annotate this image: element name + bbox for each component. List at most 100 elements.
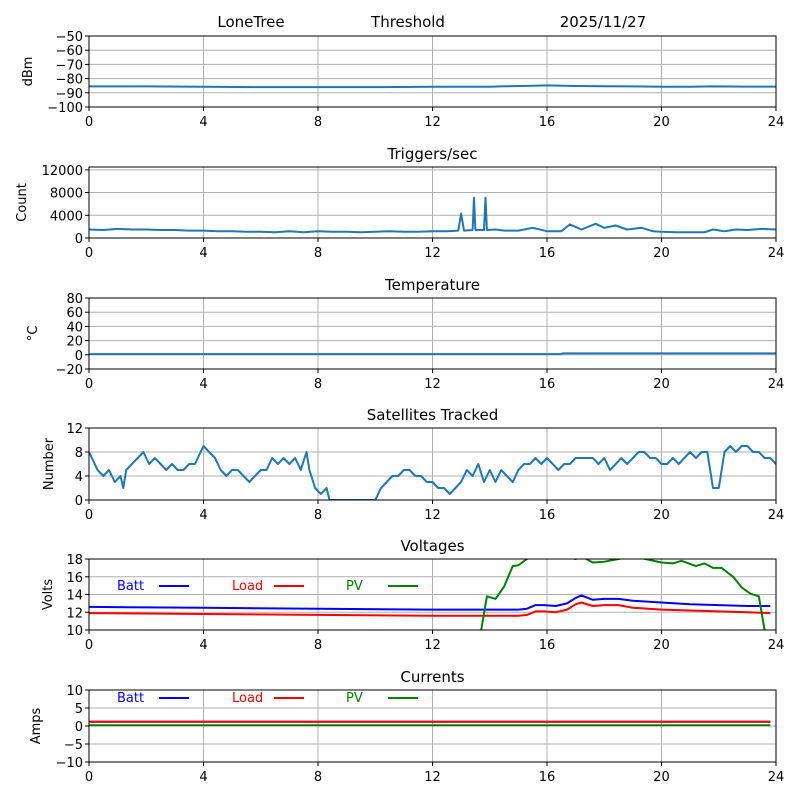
x-tick-label: 4 (199, 508, 207, 523)
series-group (89, 445, 776, 500)
y-tick-label: 0 (75, 232, 83, 247)
x-tick-label: 16 (539, 638, 556, 653)
panel-title: Temperature (384, 276, 480, 294)
panel-title: Satellites Tracked (367, 406, 498, 424)
legend-label-batt: Batt (117, 691, 144, 706)
panel-triggers: 0 4 8 12 16 20 24 0 4000 8000 12000 Triggers/sec Cou… (15, 145, 784, 261)
y-tick-label: 60 (66, 306, 83, 321)
station-title: LoneTree (217, 13, 284, 31)
legend-label-batt: Batt (117, 579, 144, 594)
y-tick-label: 16 (66, 571, 83, 586)
panel-title: Triggers/sec (387, 145, 478, 163)
x-tick-label: 0 (85, 377, 93, 392)
x-tick-label: 12 (424, 115, 441, 130)
legend-label-pv: PV (346, 579, 363, 594)
y-tick-label: 12000 (42, 164, 83, 179)
x-tick-label: 4 (199, 770, 207, 785)
y-tick-label: −70 (56, 58, 83, 73)
series-group (89, 196, 776, 234)
y-tick-label: −100 (47, 101, 83, 116)
x-tick-label: 16 (539, 246, 556, 261)
y-axis-label: Count (15, 183, 30, 222)
panel-title: Voltages (400, 537, 464, 555)
y-tick-label: −5 (64, 738, 83, 753)
x-tick-label: 20 (653, 770, 670, 785)
y-tick-label: −10 (56, 756, 83, 771)
y-tick-label: 0 (75, 349, 83, 364)
x-tick-label: 20 (653, 246, 670, 261)
series-line-satellites (89, 445, 776, 500)
x-tick-label: 0 (85, 770, 93, 785)
x-tick-label: 8 (314, 508, 322, 523)
y-tick-label: 5 (75, 702, 83, 717)
y-tick-label: 4 (75, 470, 83, 485)
x-tick-label: 4 (199, 377, 207, 392)
y-tick-label: −90 (56, 87, 83, 102)
x-tick-label: 24 (768, 377, 785, 392)
x-tick-label: 0 (85, 508, 93, 523)
legend-label-pv: PV (346, 691, 363, 706)
y-tick-label: 0 (75, 720, 83, 735)
y-tick-label: −80 (56, 73, 83, 88)
panel-satellites: 0 4 8 12 16 20 24 0 4 8 12 Satellites Tracked Number (42, 406, 784, 523)
series-line-batt (89, 594, 771, 611)
x-tick-label: 8 (314, 246, 322, 261)
date-title: 2025/11/27 (560, 13, 646, 31)
x-tick-label: 4 (199, 115, 207, 130)
x-tick-label: 24 (768, 115, 785, 130)
x-tick-label: 20 (653, 115, 670, 130)
y-axis-label: °C (26, 326, 41, 342)
y-axis-label: Amps (29, 707, 44, 744)
x-tick-label: 20 (653, 377, 670, 392)
x-tick-label: 8 (314, 377, 322, 392)
y-tick-label: 80 (66, 292, 83, 307)
series-line-signal (89, 84, 776, 89)
x-tick-label: 4 (199, 638, 207, 653)
y-tick-label: 8000 (50, 187, 83, 202)
series-group (89, 559, 771, 630)
series-line-triggers (89, 196, 776, 234)
y-tick-label: −60 (56, 44, 83, 59)
x-tick-label: 12 (424, 770, 441, 785)
y-axis-label: Number (42, 437, 57, 490)
series-line-temperature (89, 352, 776, 356)
x-tick-label: 24 (768, 638, 785, 653)
x-tick-label: 24 (768, 246, 785, 261)
y-tick-label: 20 (66, 335, 83, 350)
x-tick-label: 16 (539, 770, 556, 785)
x-tick-label: 4 (199, 246, 207, 261)
series-line-load (89, 601, 771, 617)
y-tick-label: 14 (66, 589, 83, 604)
panel-currents: 0 4 8 12 16 20 24 −10 −5 0 5 10 Currents Amps Batt Load… (29, 668, 784, 785)
x-tick-label: 16 (539, 377, 556, 392)
x-tick-label: 0 (85, 246, 93, 261)
x-tick-label: 20 (653, 508, 670, 523)
x-tick-label: 24 (768, 770, 785, 785)
x-tick-label: 12 (424, 638, 441, 653)
y-axis-label: dBm (21, 57, 36, 87)
x-tick-label: 16 (539, 115, 556, 130)
y-tick-label: 10 (66, 624, 83, 639)
y-tick-label: 18 (66, 553, 83, 568)
y-tick-label: 4000 (50, 209, 83, 224)
y-tick-label: 40 (66, 320, 83, 335)
x-tick-label: 20 (653, 638, 670, 653)
y-tick-label: 0 (75, 494, 83, 509)
x-tick-label: 24 (768, 508, 785, 523)
y-tick-label: 10 (66, 684, 83, 699)
x-tick-label: 8 (314, 115, 322, 130)
series-group (89, 720, 771, 727)
x-tick-label: 8 (314, 770, 322, 785)
mode-title: Threshold (370, 13, 445, 31)
panel-voltages: 0 4 8 12 16 20 24 10 12 14 16 18 Voltages Volts Batt Lo… (41, 537, 784, 653)
y-tick-label: −50 (56, 30, 83, 45)
legend-label-load: Load (232, 691, 263, 706)
series-group (89, 352, 776, 356)
y-tick-label: 12 (66, 422, 83, 437)
x-tick-label: 12 (424, 246, 441, 261)
y-axis-label: Volts (41, 579, 56, 611)
